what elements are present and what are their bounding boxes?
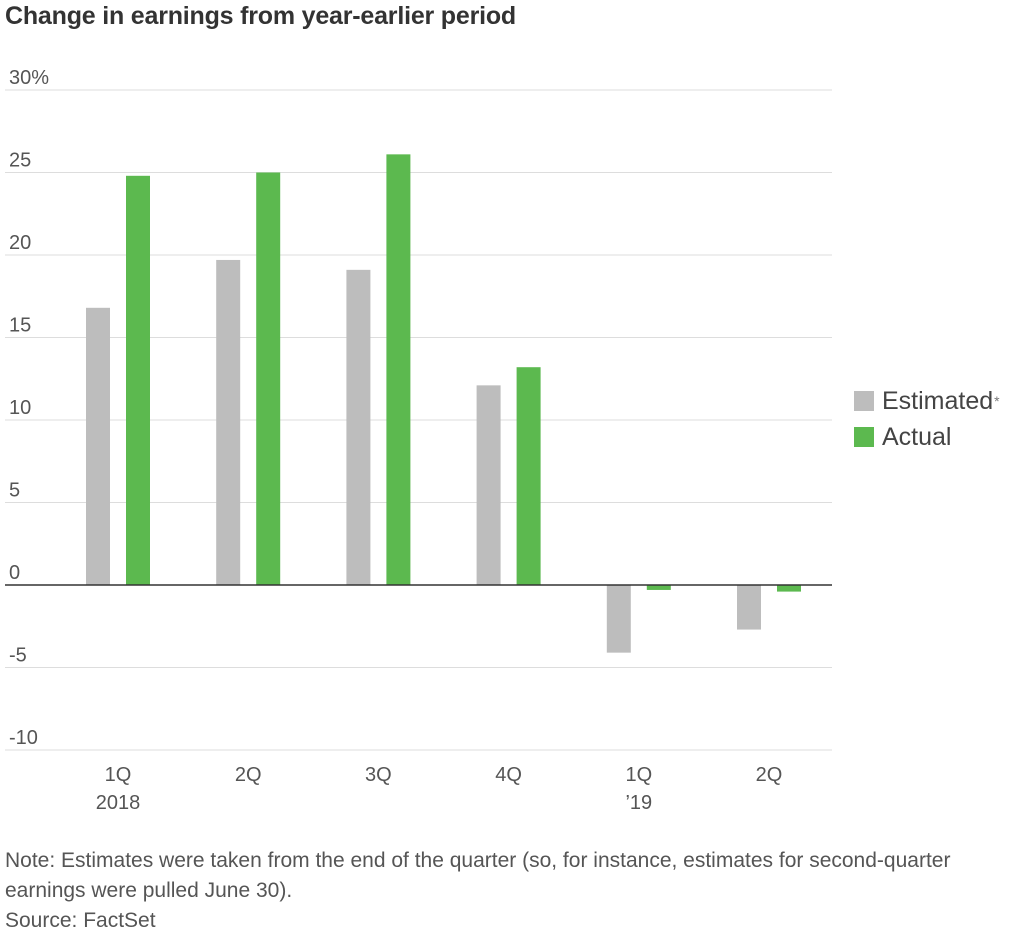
x-tick-sublabel: ’19 — [625, 792, 652, 814]
x-tick-label: 2Q — [756, 764, 783, 786]
legend-swatch-actual — [854, 427, 874, 447]
bar-actual — [516, 367, 541, 585]
y-tick-label: 5 — [9, 480, 20, 502]
bar-chart: 30% 25 20 15 10 5 0 -5 -10 1Q 2018 2Q 3Q 4Q 1Q ’19 2Q — [5, 67, 832, 814]
y-tick-label: 0 — [9, 562, 20, 584]
y-tick-label: 20 — [9, 232, 31, 254]
bar-estimated — [606, 585, 631, 653]
legend-item-estimated: Estimated * — [854, 383, 1000, 419]
y-tick-label: -5 — [9, 645, 27, 667]
bar-actual — [386, 154, 411, 585]
y-tick-label: -10 — [9, 727, 38, 749]
bar-estimated — [737, 585, 761, 630]
chart-title: Change in earnings from year-earlier per… — [5, 2, 516, 30]
bar-actual — [256, 172, 281, 585]
legend-item-actual: Actual — [854, 419, 1000, 455]
footnote: Note: Estimates were taken from the end … — [5, 849, 951, 902]
x-tick-label: 1Q — [105, 764, 132, 786]
bars — [86, 154, 801, 653]
x-tick-label: 2Q — [235, 764, 262, 786]
bar-estimated — [476, 385, 501, 585]
x-tick-sublabel: 2018 — [96, 792, 141, 814]
legend: Estimated * Actual — [854, 383, 1000, 455]
legend-label-estimated: Estimated — [882, 386, 994, 415]
legend-swatch-estimated — [854, 391, 874, 411]
x-tick-label: 3Q — [365, 764, 392, 786]
y-tick-label: 10 — [9, 397, 31, 419]
bar-actual — [777, 585, 801, 592]
source-line: Source: FactSet — [5, 909, 156, 932]
bar-estimated — [86, 307, 110, 585]
bar-actual — [646, 585, 671, 590]
legend-asterisk: * — [994, 393, 1000, 409]
axes: 30% 25 20 15 10 5 0 -5 -10 1Q 2018 2Q 3Q 4Q 1Q ’19 2Q — [5, 67, 832, 814]
y-tick-label: 30% — [9, 67, 49, 89]
x-tick-label: 1Q — [625, 764, 652, 786]
y-tick-label: 25 — [9, 150, 31, 172]
x-tick-label: 4Q — [495, 764, 522, 786]
legend-label-actual: Actual — [882, 422, 952, 451]
y-tick-label: 15 — [9, 315, 31, 337]
bar-estimated — [346, 269, 371, 585]
bar-estimated — [216, 259, 241, 585]
bar-actual — [126, 175, 150, 586]
